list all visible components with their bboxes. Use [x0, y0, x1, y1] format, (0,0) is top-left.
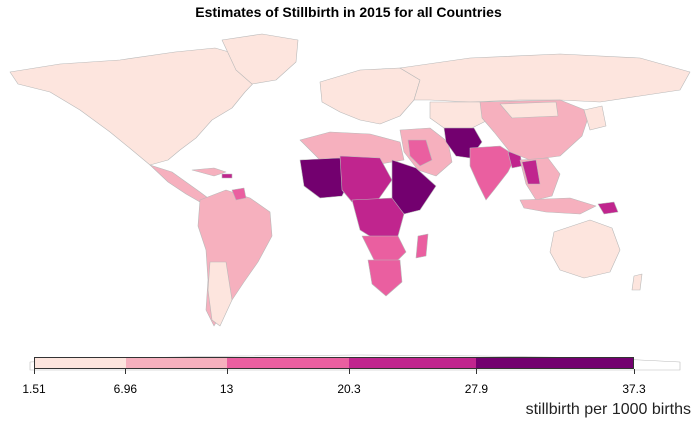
region-north-america	[9, 47, 263, 166]
legend-color-bar	[34, 357, 634, 369]
legend-swatch	[226, 358, 349, 368]
region-greenland	[221, 33, 299, 85]
legend-tick-label: 13	[219, 382, 234, 396]
legend-swatch	[475, 358, 633, 368]
legend-swatch	[126, 358, 227, 368]
region-australia	[549, 219, 621, 279]
legend-tick	[34, 369, 35, 374]
legend-tick-label: 37.3	[622, 382, 646, 396]
region-indonesia	[519, 197, 597, 215]
region-southern-africa-north	[361, 235, 407, 263]
region-south-america	[197, 189, 273, 327]
region-saudi	[407, 139, 433, 167]
region-india	[469, 145, 517, 201]
region-madagascar	[415, 233, 429, 259]
region-southern-cone	[207, 261, 233, 327]
legend-swatch	[348, 358, 476, 368]
region-central-africa	[351, 197, 405, 241]
region-caribbean	[191, 167, 227, 177]
legend-tick-label: 27.9	[464, 382, 489, 396]
legend-tick	[226, 369, 228, 374]
region-guyana	[231, 187, 247, 201]
region-new-zealand	[631, 273, 643, 291]
map-title: Estimates of Stillbirth in 2015 for all …	[195, 4, 502, 20]
legend-unit-label: stillbirth per 1000 births	[525, 401, 691, 418]
legend-tick	[125, 369, 127, 374]
region-mongolia	[499, 101, 559, 119]
region-russia	[399, 53, 691, 103]
region-japan-korea	[583, 105, 607, 131]
region-myanmar-laos	[521, 159, 541, 185]
region-southern-africa	[367, 259, 403, 297]
legend-tick-label: 20.3	[337, 382, 361, 396]
legend-swatch	[35, 358, 127, 368]
legend-tick-label: 1.51	[22, 382, 46, 396]
legend-tick	[476, 369, 478, 374]
region-haiti	[221, 173, 233, 179]
region-png	[597, 201, 619, 215]
legend-tick	[634, 369, 635, 374]
legend-tick-label: 6.96	[113, 382, 138, 396]
region-europe	[319, 67, 421, 125]
legend-tick	[349, 369, 350, 374]
